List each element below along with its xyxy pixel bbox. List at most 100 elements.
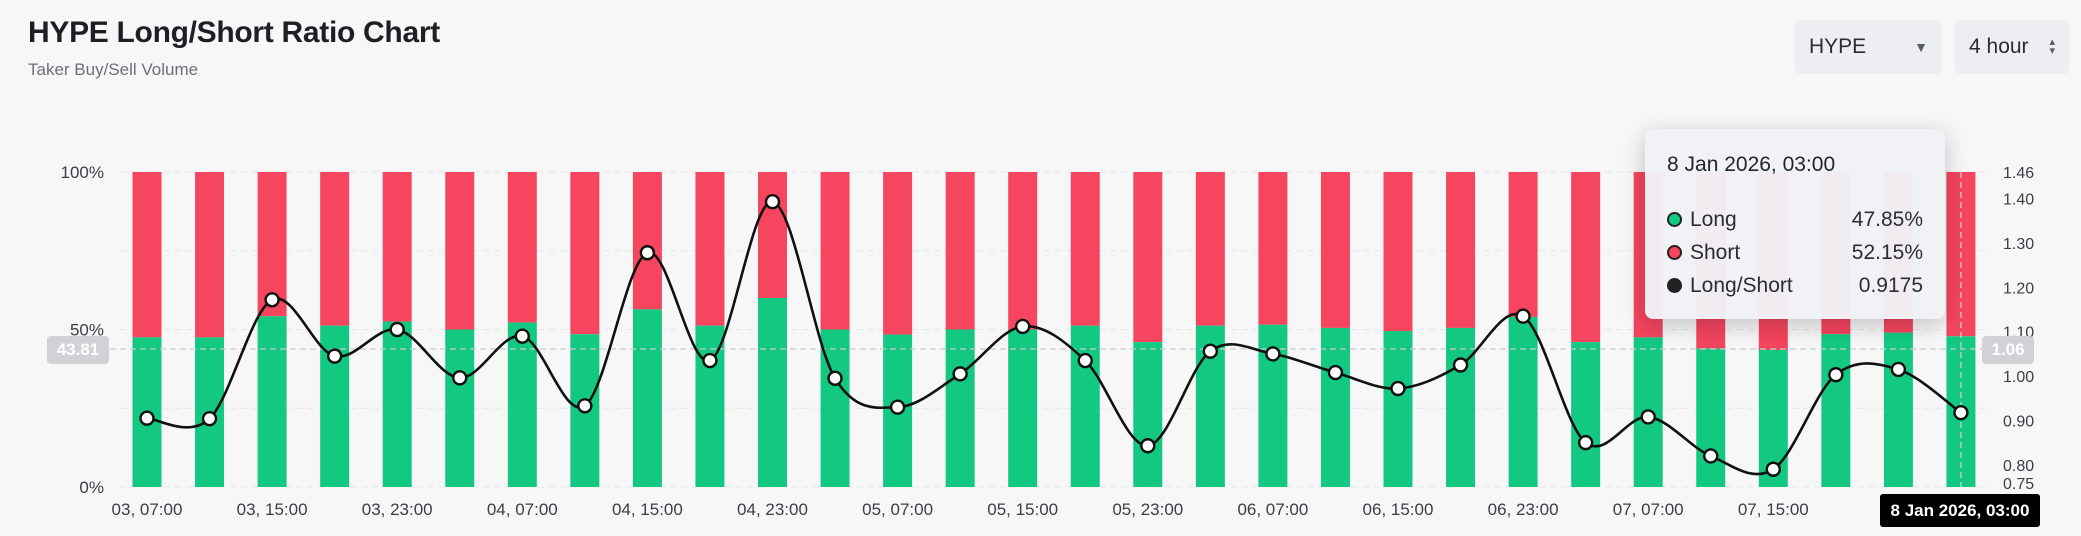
short-bar	[1258, 172, 1288, 325]
chart-tooltip: 8 Jan 2026, 03:00 Long 47.85% Short 52.1…	[1645, 129, 1945, 319]
y-right-tick-label: 1.20	[2003, 280, 2034, 297]
short-bar	[1383, 172, 1413, 332]
short-bar	[945, 172, 975, 330]
long-bar	[1383, 331, 1413, 487]
x-tick-label: 03, 23:00	[362, 500, 433, 519]
long-bar	[1821, 334, 1851, 487]
crosshair-left-value: 43.81	[47, 336, 109, 364]
ratio-point	[577, 398, 593, 414]
short-bar	[1195, 172, 1225, 326]
x-tick-label: 06, 07:00	[1237, 500, 1308, 519]
tooltip-long-label: Long	[1690, 207, 1737, 231]
short-bar	[1446, 172, 1476, 328]
short-bar	[820, 172, 850, 330]
long-bar	[507, 322, 537, 487]
long-bar	[382, 321, 412, 487]
long-bar	[632, 309, 662, 487]
short-bar	[1571, 172, 1601, 343]
long-bar	[758, 298, 787, 487]
long-dot-icon	[1667, 212, 1682, 227]
ratio-point	[1077, 352, 1093, 369]
long-bar	[445, 329, 475, 487]
ratio-point	[889, 399, 906, 415]
y-axis-left: 0% 50% 100%	[61, 163, 104, 497]
x-tick-label: 03, 07:00	[112, 500, 183, 519]
ratio-point	[1640, 409, 1656, 425]
short-dot-icon	[1667, 245, 1682, 260]
ratio-point	[952, 366, 968, 382]
y-right-tick-label: 1.40	[2003, 192, 2034, 209]
x-tick-label: 04, 15:00	[612, 500, 683, 519]
symbol-select[interactable]: HYPE ▼	[1795, 20, 1942, 74]
y-right-tick-label: 0.90	[2003, 413, 2034, 430]
short-bar	[695, 172, 725, 326]
ratio-point	[1953, 404, 1969, 421]
x-tick-label: 06, 23:00	[1488, 500, 1559, 519]
long-bar	[1008, 329, 1038, 487]
ratio-point	[1140, 438, 1156, 454]
ratio-points	[139, 194, 1969, 477]
short-bar	[507, 172, 537, 323]
updown-chevron-icon: ▴ ▾	[2049, 36, 2055, 57]
ratio-point	[1327, 364, 1344, 381]
short-bar	[758, 172, 787, 298]
ratio-point	[702, 352, 718, 369]
short-bar	[1008, 172, 1038, 330]
y-right-tick-label: 0.80	[2003, 458, 2034, 475]
x-tick-label: 05, 07:00	[862, 500, 933, 519]
ratio-point	[264, 292, 280, 308]
crosshair-x-label: 8 Jan 2026, 03:00	[1880, 494, 2040, 527]
long-bar	[945, 329, 975, 487]
ratio-point	[1703, 448, 1719, 464]
y-left-tick-label: 0%	[79, 478, 104, 497]
ratio-point	[1515, 308, 1531, 324]
long-bar	[1571, 342, 1601, 487]
interval-select-value: 4 hour	[1969, 35, 2029, 58]
page-subtitle: Taker Buy/Sell Volume	[28, 60, 199, 79]
ratio-point	[139, 410, 155, 426]
ratio-point	[1828, 367, 1844, 383]
ratio-dot-icon	[1667, 278, 1682, 293]
long-bar	[1320, 327, 1350, 487]
x-tick-label: 04, 23:00	[737, 500, 808, 519]
y-right-tick-label: 0.75	[2003, 476, 2034, 493]
ratio-point	[1890, 361, 1907, 378]
short-bar	[570, 172, 600, 335]
tooltip-short-value: 52.15%	[1851, 240, 1923, 264]
long-bar	[695, 325, 725, 487]
ratio-point	[514, 328, 530, 344]
long-bar	[1696, 348, 1726, 487]
short-bar	[132, 172, 162, 338]
short-bar	[445, 172, 475, 330]
x-tick-label: 07, 07:00	[1613, 500, 1684, 519]
long-bar	[1446, 327, 1476, 487]
short-bar	[195, 172, 225, 338]
short-bar	[382, 172, 412, 322]
ratio-point	[1577, 434, 1594, 451]
tooltip-ratio-value: 0.9175	[1858, 273, 1923, 297]
y-left-tick-label: 100%	[61, 163, 104, 182]
interval-select[interactable]: 4 hour ▴ ▾	[1955, 20, 2069, 74]
x-tick-label: 05, 23:00	[1112, 500, 1183, 519]
tooltip-ratio-label: Long/Short	[1690, 273, 1793, 297]
long-bar	[1883, 332, 1913, 487]
tooltip-short-label: Short	[1690, 240, 1741, 264]
ratio-point	[1265, 346, 1281, 362]
chevron-down-icon: ▼	[1914, 39, 1928, 55]
short-bar	[1133, 172, 1163, 343]
tooltip-row-short: Short 52.15%	[1667, 236, 1923, 269]
ratio-point	[1765, 461, 1782, 477]
tooltip-row-ratio: Long/Short 0.9175	[1667, 269, 1923, 302]
x-tick-label: 06, 15:00	[1363, 500, 1434, 519]
short-bar	[632, 172, 662, 310]
ratio-point	[1390, 380, 1406, 397]
ratio-point	[639, 245, 656, 261]
long-bar	[1508, 316, 1538, 487]
tooltip-row-long: Long 47.85%	[1667, 203, 1923, 236]
ratio-point	[326, 348, 343, 364]
ratio-point	[1202, 343, 1219, 359]
short-bar	[1320, 172, 1350, 328]
long-bar	[1133, 342, 1163, 487]
x-tick-label: 04, 07:00	[487, 500, 558, 519]
ratio-point	[389, 321, 405, 338]
